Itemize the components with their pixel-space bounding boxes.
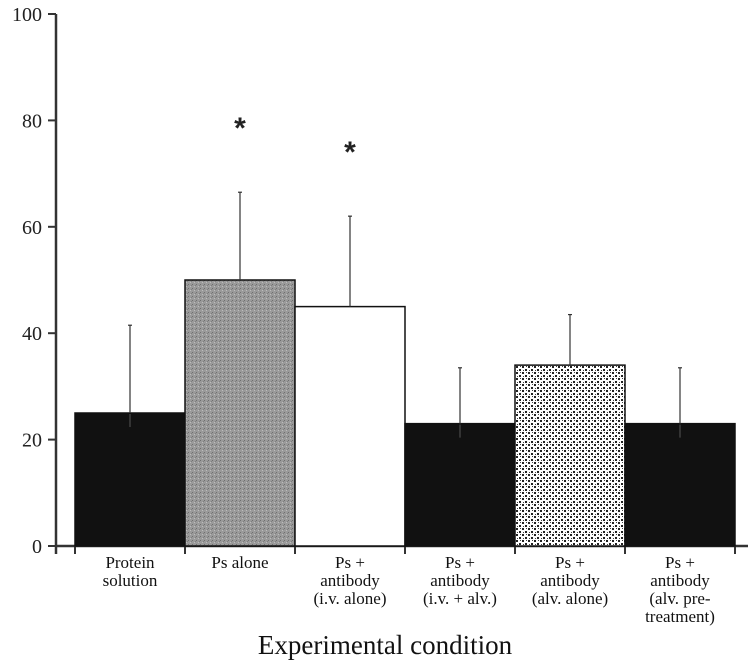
category-label: Ps alone <box>211 553 268 572</box>
bar <box>74 412 186 547</box>
bar <box>184 279 296 547</box>
category-label: antibody <box>430 571 490 590</box>
category-label: Ps + <box>555 553 585 572</box>
y-tick-label: 0 <box>32 536 42 558</box>
category-label: (i.v. + alv.) <box>423 589 497 608</box>
category-label: treatment) <box>645 607 715 626</box>
y-tick-label: 100 <box>12 4 42 26</box>
category-label: Ps + <box>335 553 365 572</box>
category-label: Ps + <box>445 553 475 572</box>
y-tick-label: 80 <box>22 110 42 132</box>
bar <box>294 305 406 547</box>
category-label: solution <box>103 571 158 590</box>
category-label: antibody <box>320 571 380 590</box>
y-tick-label: 40 <box>22 323 42 345</box>
bars-group: ** <box>74 112 736 547</box>
y-tick-label: 20 <box>22 430 42 452</box>
bar <box>624 422 736 547</box>
bar <box>514 364 626 547</box>
category-label: Ps + <box>665 553 695 572</box>
significance-marker: * <box>234 112 246 145</box>
category-label: (i.v. alone) <box>313 589 386 608</box>
category-label: antibody <box>650 571 710 590</box>
category-label: antibody <box>540 571 600 590</box>
significance-marker: * <box>344 136 356 169</box>
category-label: (alv. pre- <box>649 589 711 608</box>
bar <box>404 422 516 547</box>
category-label: Protein <box>105 553 155 572</box>
x-axis-title: Experimental condition <box>258 630 513 660</box>
y-tick-label: 60 <box>22 217 42 239</box>
category-label: (alv. alone) <box>532 589 608 608</box>
